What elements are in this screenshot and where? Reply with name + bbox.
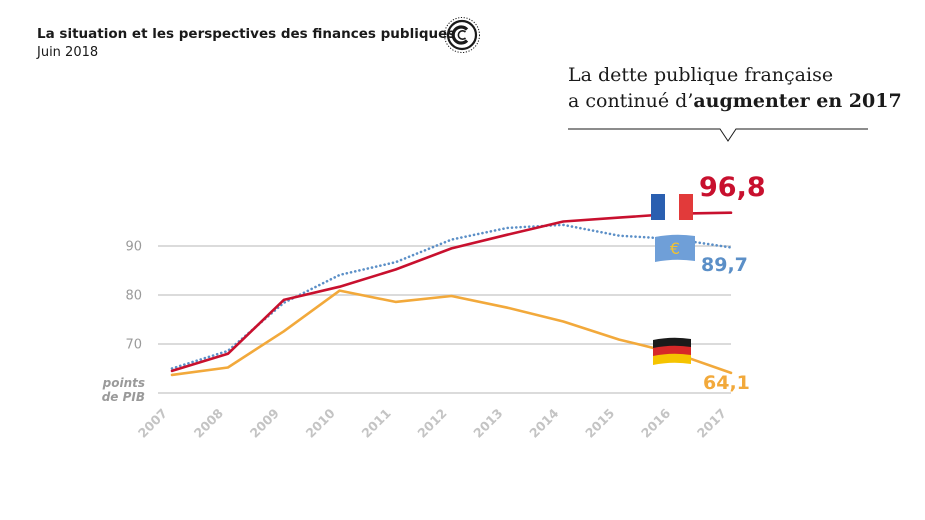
x-tick-label: 2007 (135, 406, 170, 441)
series-flags: € (651, 194, 695, 365)
germany-flag-icon (653, 337, 691, 365)
end-label-germany: 64,1 (703, 372, 750, 394)
x-tick-label: 2017 (694, 406, 729, 441)
end-label-france: 96,8 (699, 172, 766, 203)
headline-callout-divider (568, 128, 868, 142)
x-tick-label: 2015 (582, 406, 617, 441)
x-tick-label: 2009 (247, 406, 282, 441)
svg-text:€: € (670, 239, 680, 258)
end-label-euro: 89,7 (701, 254, 748, 276)
headline-line-2: a continué d’augmenter en 2017 (568, 88, 902, 114)
series-line-france (170, 211, 733, 373)
y-tick-label: 70 (125, 338, 142, 353)
page-subtitle: Juin 2018 (37, 45, 99, 60)
series-end-labels: 89,7 64,1 96,8 (699, 172, 766, 394)
y-tick-label: 80 (125, 289, 142, 304)
headline-line-1: La dette publique française (568, 64, 834, 86)
x-tick-label: 2012 (414, 406, 449, 441)
x-tick-label: 2011 (359, 406, 394, 441)
y-tick-label: 90 (125, 240, 142, 255)
y-axis-label-line: de PIB (102, 390, 145, 404)
france-flag-icon (651, 194, 693, 220)
chart-headline: La dette publique française a continué d… (568, 62, 902, 114)
x-tick-label: 2008 (191, 406, 226, 441)
x-axis: 2007 2008 2009 2010 2011 2012 2013 2014 2015 2016… (135, 405, 729, 440)
headline-line-2-prefix: a continué d’ (568, 90, 694, 112)
x-tick-label: 2010 (303, 405, 338, 440)
headline-line-2-bold: augmenter en 2017 (693, 90, 902, 112)
series-lines (170, 211, 733, 377)
euro-flag-icon: € (655, 234, 695, 262)
page-title: La situation et les perspectives des fin… (37, 26, 456, 42)
cour-des-comptes-seal-icon (444, 17, 480, 53)
y-axis-label-line: points (102, 376, 145, 390)
x-tick-label: 2016 (638, 405, 673, 440)
x-tick-label: 2013 (470, 406, 505, 441)
x-tick-label: 2014 (526, 405, 561, 440)
grid-lines (158, 245, 731, 394)
series-line-germany (170, 289, 733, 377)
